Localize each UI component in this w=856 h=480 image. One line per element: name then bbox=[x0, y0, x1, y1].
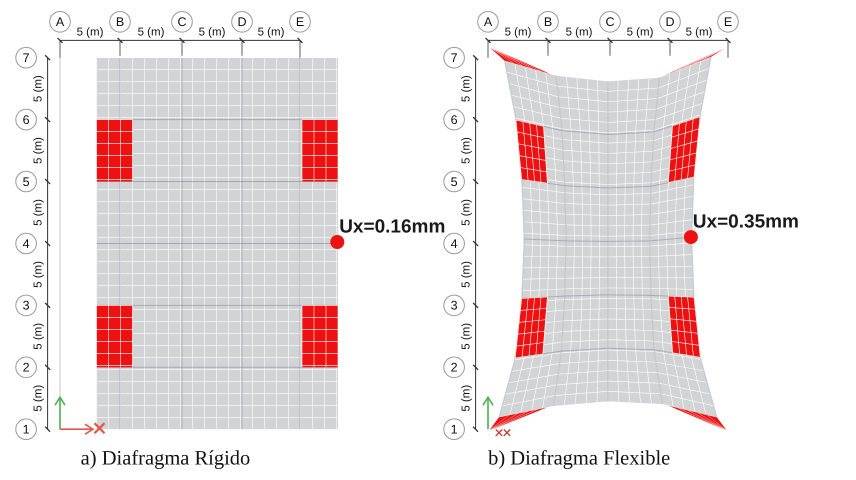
svg-text:C: C bbox=[177, 15, 186, 29]
svg-text:6: 6 bbox=[23, 113, 30, 127]
svg-text:5 (m): 5 (m) bbox=[199, 26, 226, 38]
svg-text:5 (m): 5 (m) bbox=[461, 323, 473, 350]
svg-text:5 (m): 5 (m) bbox=[33, 323, 45, 350]
svg-text:7: 7 bbox=[451, 51, 458, 65]
svg-text:1: 1 bbox=[23, 423, 30, 437]
svg-text:4: 4 bbox=[451, 237, 458, 251]
svg-text:b) Diafragma Flexible: b) Diafragma Flexible bbox=[488, 448, 670, 470]
svg-text:A: A bbox=[484, 15, 493, 29]
svg-text:4: 4 bbox=[23, 237, 30, 251]
svg-text:7: 7 bbox=[23, 51, 30, 65]
svg-text:E: E bbox=[296, 15, 304, 29]
svg-text:5 (m): 5 (m) bbox=[627, 26, 654, 38]
svg-text:B: B bbox=[116, 15, 124, 29]
svg-text:D: D bbox=[237, 15, 246, 29]
svg-text:5 (m): 5 (m) bbox=[33, 385, 45, 412]
svg-text:5 (m): 5 (m) bbox=[33, 261, 45, 288]
svg-text:D: D bbox=[665, 15, 674, 29]
svg-text:2: 2 bbox=[23, 361, 30, 375]
svg-text:5 (m): 5 (m) bbox=[33, 137, 45, 164]
svg-text:Ux=0.16mm: Ux=0.16mm bbox=[339, 216, 445, 237]
svg-text:A: A bbox=[56, 15, 65, 29]
svg-text:5 (m): 5 (m) bbox=[505, 26, 532, 38]
svg-text:5 (m): 5 (m) bbox=[461, 261, 473, 288]
svg-text:a) Diafragma Rígido: a) Diafragma Rígido bbox=[81, 448, 251, 470]
svg-text:5: 5 bbox=[451, 175, 458, 189]
svg-text:5 (m): 5 (m) bbox=[33, 75, 45, 102]
svg-text:6: 6 bbox=[451, 113, 458, 127]
svg-text:5 (m): 5 (m) bbox=[686, 26, 713, 38]
svg-text:5 (m): 5 (m) bbox=[258, 26, 285, 38]
svg-text:5 (m): 5 (m) bbox=[33, 199, 45, 226]
svg-text:5: 5 bbox=[23, 175, 30, 189]
svg-text:2: 2 bbox=[451, 361, 458, 375]
svg-text:5 (m): 5 (m) bbox=[566, 26, 593, 38]
svg-text:5 (m): 5 (m) bbox=[461, 75, 473, 102]
svg-text:5 (m): 5 (m) bbox=[461, 199, 473, 226]
svg-text:5 (m): 5 (m) bbox=[461, 137, 473, 164]
svg-text:5 (m): 5 (m) bbox=[77, 26, 104, 38]
svg-text:3: 3 bbox=[451, 299, 458, 313]
svg-text:1: 1 bbox=[451, 423, 458, 437]
svg-text:5 (m): 5 (m) bbox=[461, 385, 473, 412]
svg-text:E: E bbox=[724, 15, 732, 29]
svg-text:B: B bbox=[544, 15, 552, 29]
svg-text:Ux=0.35mm: Ux=0.35mm bbox=[693, 212, 799, 233]
svg-text:3: 3 bbox=[23, 299, 30, 313]
svg-text:5 (m): 5 (m) bbox=[138, 26, 165, 38]
svg-text:C: C bbox=[605, 15, 614, 29]
